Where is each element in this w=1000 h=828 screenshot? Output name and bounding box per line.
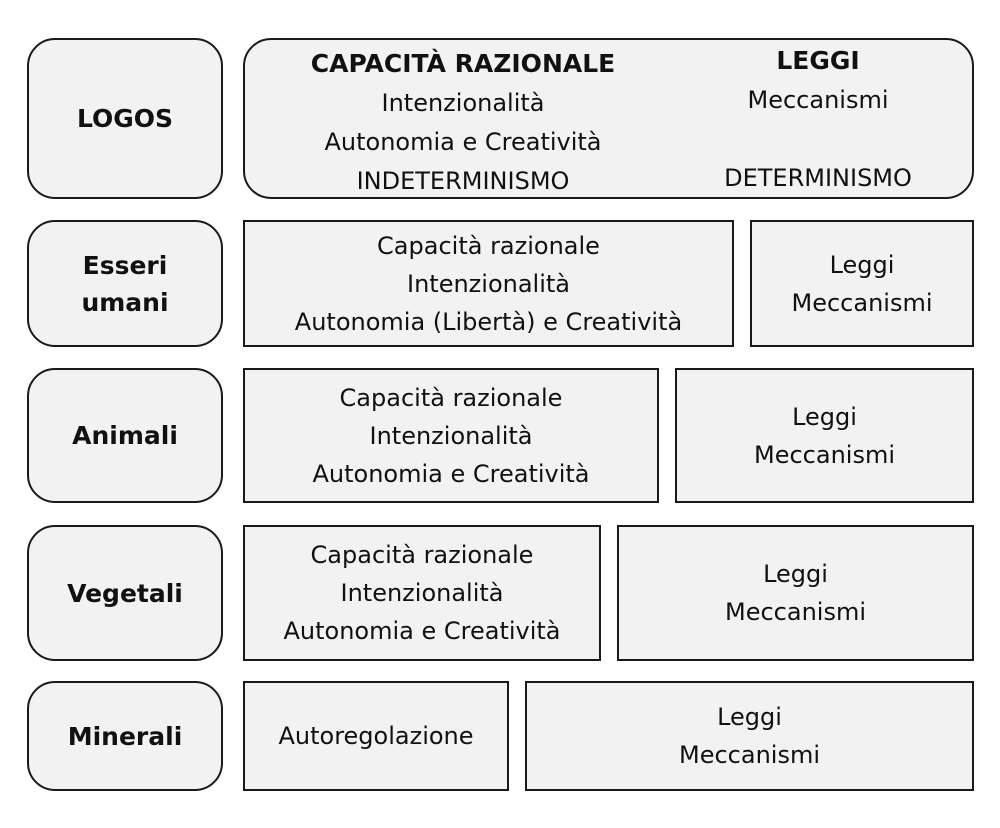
minerali-laws-box: Leggi Meccanismi xyxy=(525,681,974,791)
law-line: Meccanismi xyxy=(725,598,866,626)
animali-capacities-box: Capacità razionale Intenzionalità Autono… xyxy=(243,368,659,503)
capacity-line: Autonomia (Libertà) e Creatività xyxy=(294,307,683,336)
row-label-logos: LOGOS xyxy=(27,38,223,199)
minerali-capacities-box: Autoregolazione xyxy=(243,681,509,791)
label-text: umani xyxy=(81,287,169,317)
logos-right-line: Meccanismi xyxy=(747,86,889,114)
capacity-line: Capacità razionale xyxy=(377,231,600,260)
vegetali-capacities-box: Capacità razionale Intenzionalità Autono… xyxy=(243,525,601,661)
logos-left-line: Intenzionalità xyxy=(381,89,545,117)
row-label-vegetali: Vegetali xyxy=(27,525,223,661)
label-text: Animali xyxy=(72,421,178,450)
esseri-umani-laws-box: Leggi Meccanismi xyxy=(750,220,974,347)
law-line: Meccanismi xyxy=(679,741,820,769)
capacity-line: Intenzionalità xyxy=(340,579,504,607)
row-label-esseri-umani: Esseri umani xyxy=(27,220,223,347)
law-line: Leggi xyxy=(763,560,828,588)
label-text: Esseri xyxy=(82,250,168,280)
capacity-line: Capacità razionale xyxy=(339,383,563,412)
label-text: LOGOS xyxy=(76,104,174,133)
law-line: Leggi xyxy=(717,703,782,731)
logos-right-heading: LEGGI xyxy=(776,46,860,75)
label-text: Minerali xyxy=(67,721,183,751)
row-label-animali: Animali xyxy=(27,368,223,503)
logos-left-heading: CAPACITÀ RAZIONALE xyxy=(310,49,616,78)
capacity-line: Intenzionalità xyxy=(369,421,533,450)
law-line: Leggi xyxy=(792,402,857,431)
capacity-line: Autonomia e Creatività xyxy=(283,617,561,645)
capacity-line: Intenzionalità xyxy=(407,269,570,298)
animali-laws-box: Leggi Meccanismi xyxy=(675,368,974,503)
capacity-line: Autonomia e Creatività xyxy=(312,459,590,488)
logos-box: CAPACITÀ RAZIONALE Intenzionalità Autono… xyxy=(243,38,974,199)
capacity-line: Autoregolazione xyxy=(278,722,474,750)
law-line: Meccanismi xyxy=(754,440,895,469)
logos-left-line: INDETERMINISMO xyxy=(356,167,570,195)
logos-right-line: DETERMINISMO xyxy=(724,164,912,192)
law-line: Meccanismi xyxy=(791,288,933,317)
vegetali-laws-box: Leggi Meccanismi xyxy=(617,525,974,661)
row-label-minerali: Minerali xyxy=(27,681,223,791)
label-text: Vegetali xyxy=(67,578,183,608)
logos-left-line: Autonomia e Creatività xyxy=(324,128,602,156)
esseri-umani-capacities-box: Capacità razionale Intenzionalità Autono… xyxy=(243,220,734,347)
capacity-line: Capacità razionale xyxy=(310,541,534,569)
law-line: Leggi xyxy=(829,250,895,279)
